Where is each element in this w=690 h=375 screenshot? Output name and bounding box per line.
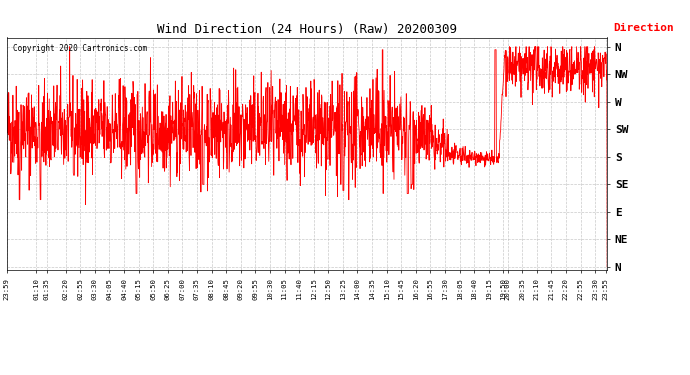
Line: Direction: Direction <box>7 46 607 267</box>
Direction <box>295 142 303 147</box>
Direction <box>66 44 74 49</box>
Title: Wind Direction (24 Hours) (Raw) 20200309: Wind Direction (24 Hours) (Raw) 20200309 <box>157 23 457 36</box>
Direction <box>586 62 594 67</box>
Direction <box>475 155 484 159</box>
Text: Copyright 2020 Cartronics.com: Copyright 2020 Cartronics.com <box>13 45 147 54</box>
Direction <box>603 265 611 269</box>
Direction <box>33 135 41 140</box>
Text: Direction: Direction <box>613 23 674 33</box>
Direction <box>3 116 11 120</box>
Direction <box>586 71 594 76</box>
Direction <box>279 102 287 106</box>
